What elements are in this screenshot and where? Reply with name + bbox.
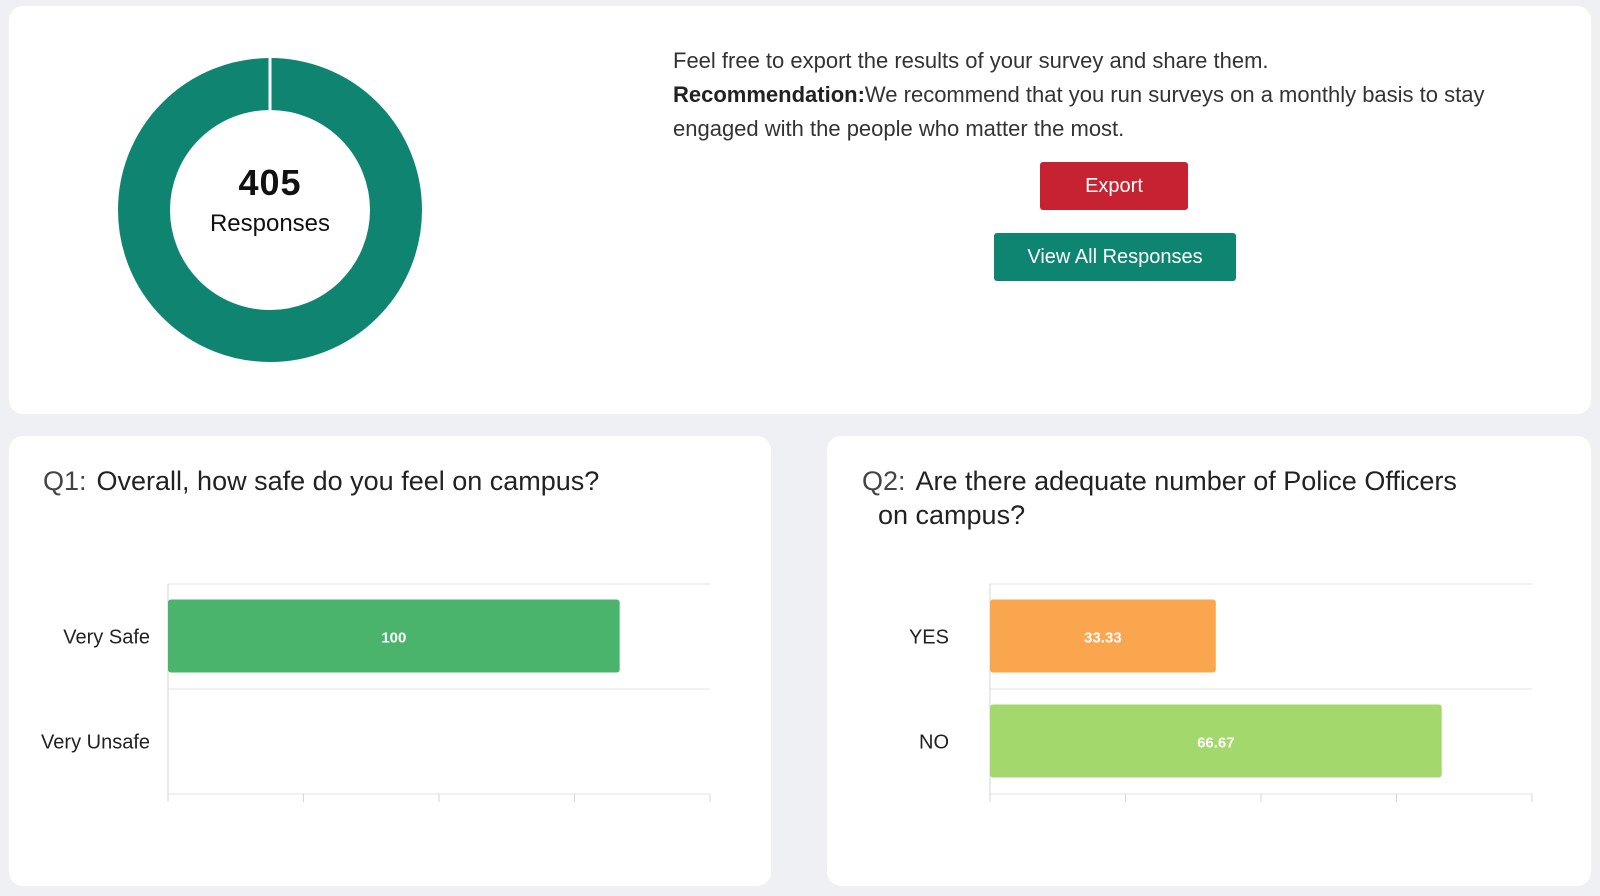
summary-card: 405 Responses Feel free to export the re…: [9, 6, 1591, 414]
donut-ring: [118, 58, 422, 362]
q1-card: Q1: Overall, how safe do you feel on camp…: [9, 436, 771, 886]
q2-data-label: 33.33: [1084, 630, 1122, 647]
q2-category-label: YES: [909, 627, 949, 649]
recommendation-text: We recommend that you run surveys on a m…: [673, 82, 1485, 141]
q1-data-label: 100: [381, 630, 406, 647]
q1-number: Q1:: [43, 466, 87, 496]
q1-question: Overall, how safe do you feel on campus?: [96, 466, 600, 496]
export-info-text: Feel free to export the results of your …: [673, 44, 1553, 146]
q2-bar[interactable]: [990, 599, 1216, 673]
intro-text: Feel free to export the results of your …: [673, 48, 1269, 73]
responses-donut-chart: 405 Responses: [110, 50, 430, 370]
export-button[interactable]: Export: [1040, 162, 1188, 210]
q2-number: Q2:: [862, 466, 906, 496]
q2-category-label: NO: [919, 732, 949, 754]
q2-data-label: 66.67: [1197, 735, 1235, 752]
q2-card: Q2: Are there adequate number of Police O…: [827, 436, 1591, 886]
q2-question-line2: on campus?: [878, 500, 1026, 530]
q2-bar-chart: YES 33.33 NO 66.67: [909, 583, 1533, 802]
q2-bar[interactable]: [990, 704, 1442, 778]
view-all-responses-button[interactable]: View All Responses: [994, 233, 1236, 281]
q1-category-label: Very Safe: [63, 627, 150, 649]
response-count-label: Responses: [209, 210, 331, 237]
q2-title: Q2: Are there adequate number of Police O…: [862, 464, 1457, 532]
recommendation-label: Recommendation:: [673, 82, 865, 107]
response-count: 405: [238, 162, 302, 203]
q1-bar[interactable]: [168, 599, 620, 673]
q1-category-label: Very Unsafe: [41, 732, 150, 754]
q1-title: Q1: Overall, how safe do you feel on camp…: [43, 464, 599, 498]
q2-question-line1: Are there adequate number of Police Offi…: [915, 466, 1457, 496]
q1-bar-chart: Very Safe 100 Very Unsafe: [41, 583, 711, 802]
